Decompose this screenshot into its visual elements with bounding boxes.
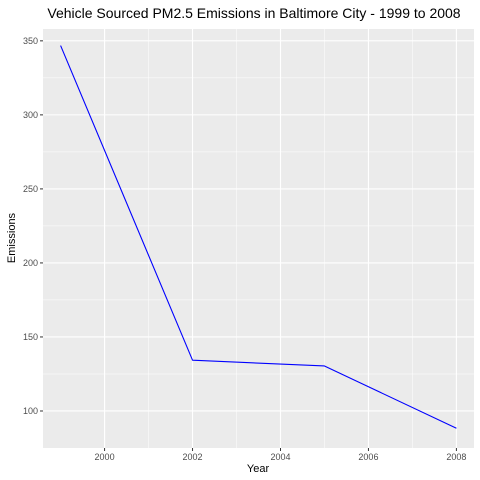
grid-minor — [43, 29, 474, 448]
chart-title: Vehicle Sourced PM2.5 Emissions in Balti… — [47, 5, 460, 21]
x-tick-label: 2002 — [183, 452, 203, 462]
x-tick-label: 2008 — [446, 452, 466, 462]
plot-panel — [43, 29, 474, 448]
y-axis-label: Emissions — [6, 212, 18, 263]
series-line-0 — [60, 45, 457, 429]
y-tick-label: 100 — [23, 406, 38, 416]
x-tick-label: 2000 — [95, 452, 115, 462]
grid-major — [43, 29, 474, 448]
x-tick-label: 2006 — [358, 452, 378, 462]
y-axis-ticks: 100 150 200 250 300 350 — [23, 36, 43, 416]
y-tick-label: 300 — [23, 110, 38, 120]
x-axis-label: Year — [247, 463, 270, 475]
series-layer — [60, 45, 457, 429]
y-tick-label: 200 — [23, 258, 38, 268]
y-tick-label: 150 — [23, 332, 38, 342]
x-axis-ticks: 2000 2002 2004 2006 2008 — [95, 448, 466, 462]
y-tick-label: 350 — [23, 36, 38, 46]
y-tick-label: 250 — [23, 184, 38, 194]
x-tick-label: 2004 — [270, 452, 290, 462]
